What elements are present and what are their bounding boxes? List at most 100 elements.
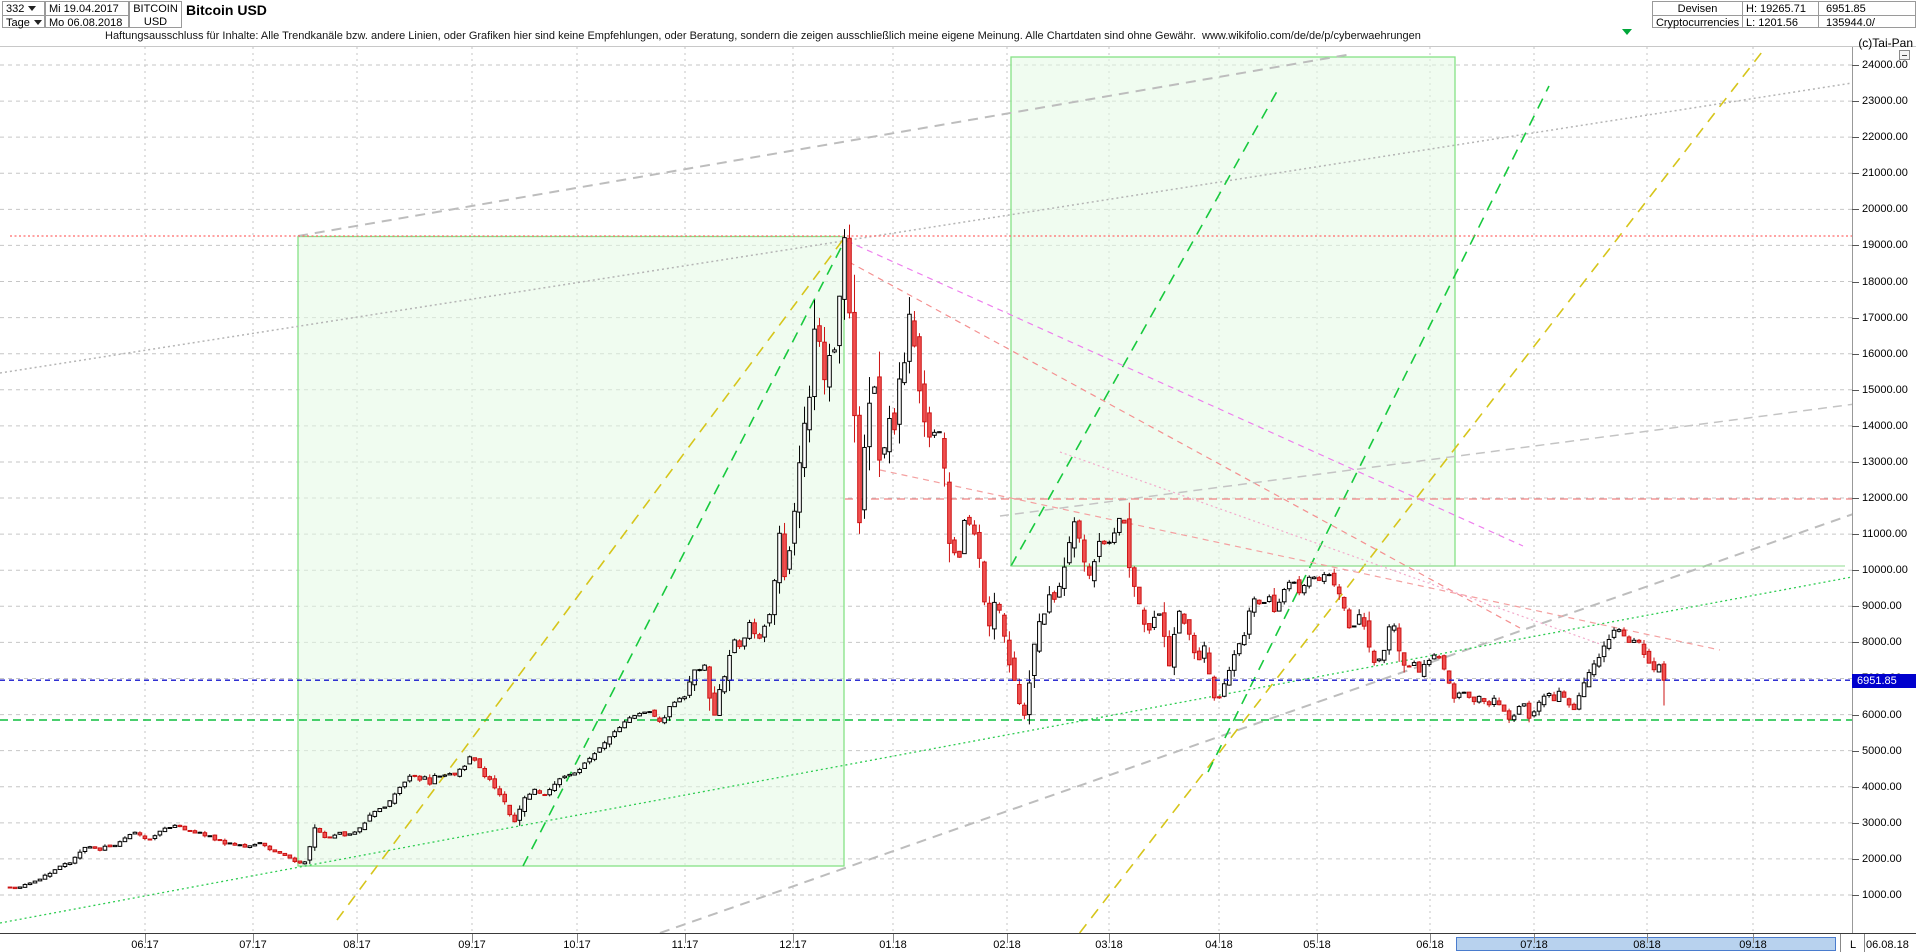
x-axis-tick [1753, 934, 1754, 943]
y-axis-label: 12000.00 [1862, 492, 1908, 505]
y-axis-tick [1852, 425, 1859, 427]
period-value: Tage [6, 16, 30, 29]
bars-count-dropdown[interactable]: 332 [3, 2, 44, 15]
y-axis-tick [1852, 245, 1859, 247]
x-axis-tick [1647, 934, 1648, 943]
y-axis-label: 22000.00 [1862, 131, 1908, 144]
y-axis-tick [1852, 895, 1859, 896]
y-axis-tick [1852, 209, 1859, 211]
high-low-cell: H: 19265.71 L: 1201.56 [1742, 1, 1819, 29]
x-axis-label: 08.18 [1633, 939, 1661, 951]
grid-layer [0, 47, 1852, 933]
trend-lines [0, 51, 1916, 949]
y-axis-tick [1852, 822, 1859, 824]
category-main: Devisen [1677, 2, 1718, 15]
y-axis-tick [1852, 534, 1859, 536]
y-axis-label: 11000.00 [1862, 528, 1908, 541]
x-axis-label: 08.17 [343, 939, 371, 951]
x-axis-tick [893, 934, 894, 943]
y-axis-label: 3000.00 [1862, 816, 1902, 829]
y-axis-tick [1852, 606, 1859, 608]
page-title: Bitcoin USD [186, 2, 267, 18]
y-axis-tick [1852, 570, 1859, 572]
y-axis-tick [1852, 642, 1859, 644]
y-axis-tick [1852, 317, 1859, 319]
y-axis-tick [1852, 714, 1859, 716]
symbol-name: BITCOIN [133, 2, 178, 15]
x-axis-label: 09.17 [458, 939, 486, 951]
period-low: L: 1201.56 [1746, 16, 1798, 29]
x-axis-tick [1219, 934, 1220, 943]
x-axis-tick [1109, 934, 1110, 943]
bars-count-value: 332 [6, 2, 25, 15]
y-axis-label: 15000.00 [1862, 383, 1908, 396]
chart-canvas[interactable] [0, 47, 1916, 949]
last-flag: L [1849, 939, 1857, 951]
yellow-trend-1 [336, 236, 846, 921]
y-axis-label: 14000.00 [1862, 419, 1908, 432]
date-from-field[interactable]: Mi 19.04.2017 [46, 2, 128, 15]
y-axis-label: 19000.00 [1862, 239, 1908, 252]
category-cell: Devisen Cryptocurrencies [1652, 1, 1743, 29]
volume-value: 135944.0/ [1826, 16, 1875, 29]
marker-triangle-icon [1622, 29, 1632, 35]
green-trend-2 [1010, 85, 1281, 567]
x-axis-label: 12.17 [779, 939, 807, 951]
price-volume-cell: 6951.85 135944.0/ [1818, 1, 1916, 29]
header-divider [0, 46, 1916, 47]
disclaimer-text: Haftungsausschluss für Inhalte: Alle Tre… [105, 30, 1421, 42]
symbol-cell[interactable]: BITCOIN USD [129, 1, 182, 28]
date-from-value: Mi 19.04.2017 [49, 2, 119, 15]
last-date: 06.08.18 [1866, 939, 1909, 951]
x-axis-label: 05.18 [1303, 939, 1331, 951]
x-axis-label: 07.18 [1520, 939, 1548, 951]
candles-layer [7, 224, 1667, 890]
y-axis-tick [1852, 786, 1859, 788]
y-axis-label: 17000.00 [1862, 311, 1908, 324]
y-axis-label: 23000.00 [1862, 95, 1908, 108]
y-axis-label: 21000.00 [1862, 167, 1908, 180]
x-axis-tick [577, 934, 578, 943]
x-axis-selection-scrollbar[interactable] [1456, 937, 1836, 951]
x-axis-tick [1534, 934, 1535, 943]
y-axis-label: 2000.00 [1862, 852, 1902, 865]
recovery-box [1010, 56, 1456, 567]
fan-magenta [846, 240, 1524, 547]
period-dropdown[interactable]: Tage [3, 15, 44, 29]
y-axis-tick [1852, 461, 1859, 463]
y-axis-label: 6000.00 [1862, 708, 1902, 721]
y-axis-divider [1852, 47, 1853, 933]
x-axis-tick [145, 934, 146, 943]
x-axis-tick [253, 934, 254, 943]
date-range-group: Mi 19.04.2017 Mo 06.08.2018 [45, 1, 129, 29]
x-axis-tick [357, 934, 358, 943]
x-axis-label: 11.17 [671, 939, 699, 951]
y-axis-label: 5000.00 [1862, 744, 1902, 757]
y-axis-label: 18000.00 [1862, 275, 1908, 288]
category-sub: Cryptocurrencies [1655, 16, 1740, 29]
y-axis-label: 16000.00 [1862, 347, 1908, 360]
x-axis-label: 10.17 [563, 939, 591, 951]
period-high: H: 19265.71 [1746, 2, 1806, 15]
y-axis-tick [1852, 750, 1859, 752]
y-axis-tick [1852, 137, 1859, 139]
x-axis-label: 06.17 [131, 939, 159, 951]
gray-trend-upper [297, 53, 1353, 237]
x-axis-label: 07.17 [239, 939, 267, 951]
collapse-icon[interactable] [1899, 50, 1910, 60]
y-axis-label: 8000.00 [1862, 636, 1902, 649]
bull-run-box [297, 235, 845, 867]
green-trend-1 [522, 237, 847, 867]
y-axis-label: 9000.00 [1862, 600, 1902, 613]
y-axis-tick [1852, 64, 1859, 66]
last-price-value: 6951.85 [1826, 2, 1866, 15]
y-axis-tick [1852, 281, 1859, 283]
date-to-field[interactable]: Mo 06.08.2018 [46, 15, 128, 29]
x-axis-tick [1317, 934, 1318, 943]
y-axis-tick [1852, 498, 1859, 500]
symbol-currency: USD [143, 15, 168, 28]
x-axis-label: 06.18 [1416, 939, 1444, 951]
fan-salmon-2 [879, 469, 1721, 651]
x-axis-tick [1007, 934, 1008, 943]
